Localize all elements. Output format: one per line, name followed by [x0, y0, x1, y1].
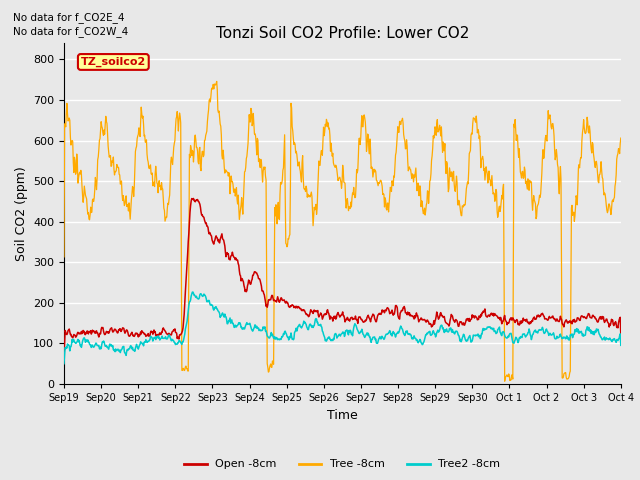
Legend: Open -8cm, Tree -8cm, Tree2 -8cm: Open -8cm, Tree -8cm, Tree2 -8cm — [180, 455, 505, 474]
Text: TZ_soilco2: TZ_soilco2 — [81, 57, 146, 67]
X-axis label: Time: Time — [327, 408, 358, 421]
Title: Tonzi Soil CO2 Profile: Lower CO2: Tonzi Soil CO2 Profile: Lower CO2 — [216, 25, 469, 41]
Text: No data for f_CO2W_4: No data for f_CO2W_4 — [13, 26, 128, 37]
Text: No data for f_CO2E_4: No data for f_CO2E_4 — [13, 12, 124, 23]
Y-axis label: Soil CO2 (ppm): Soil CO2 (ppm) — [15, 166, 28, 261]
